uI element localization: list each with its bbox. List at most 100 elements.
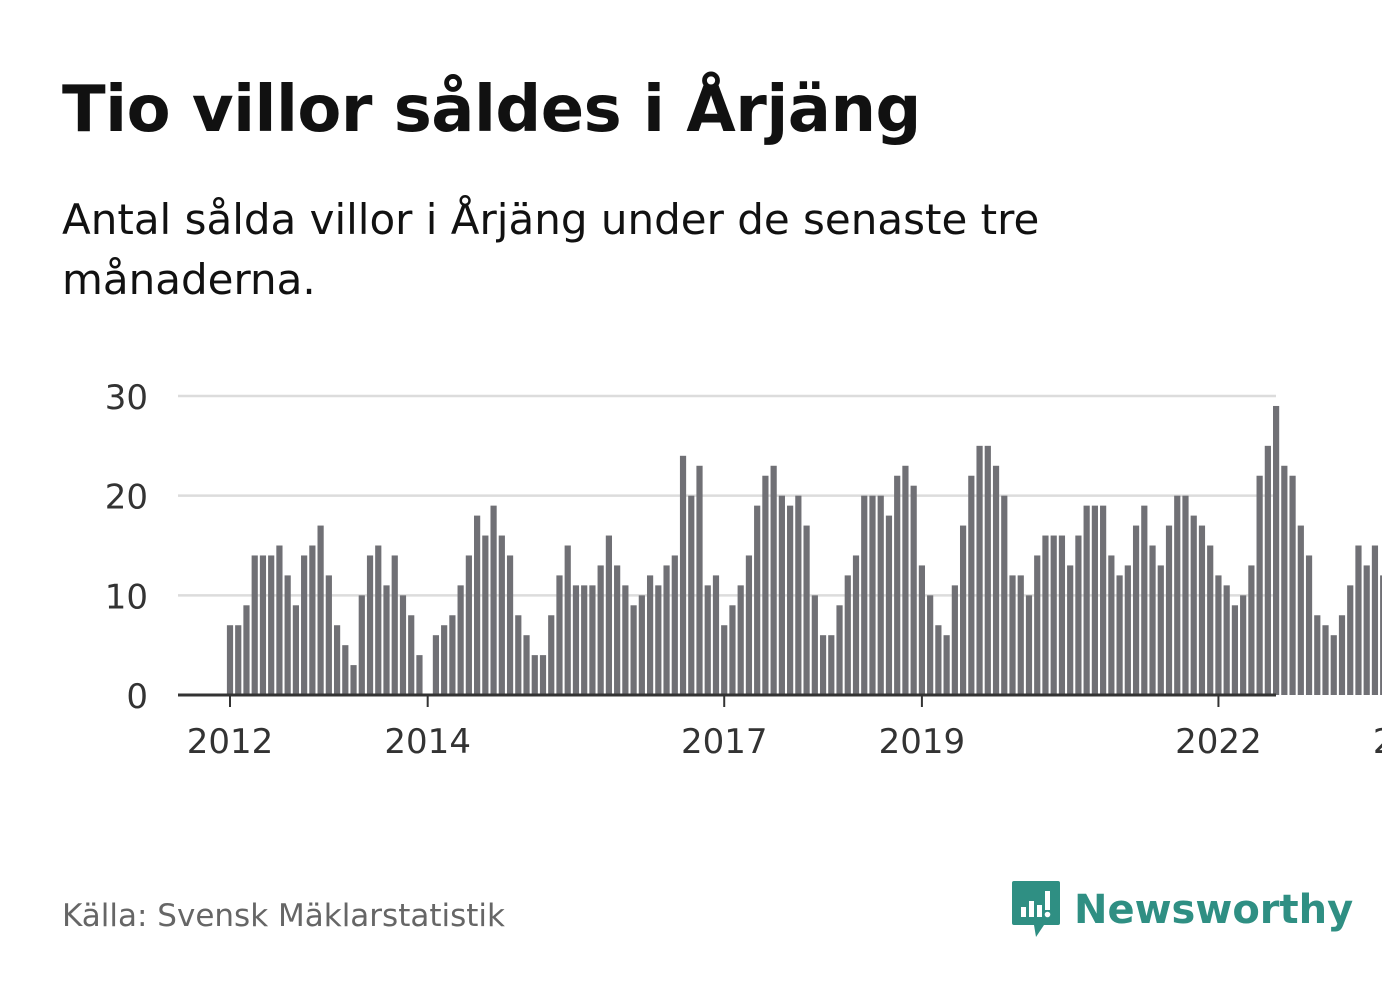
- x-tick-label: 2014: [384, 722, 471, 762]
- bar: [375, 545, 382, 695]
- bar: [259, 555, 267, 695]
- bar: [778, 495, 785, 695]
- bar: [1363, 565, 1370, 695]
- bar: [861, 495, 868, 695]
- bar: [441, 625, 448, 695]
- bar: [1231, 605, 1239, 695]
- bar: [638, 595, 645, 695]
- y-axis-ticks: 0 10 20 30: [105, 378, 148, 717]
- source-note: Källa: Svensk Mäklarstatistik: [62, 898, 505, 934]
- bar: [490, 505, 497, 695]
- bar: [309, 545, 316, 695]
- bar: [235, 625, 242, 695]
- bar: [1017, 575, 1024, 695]
- bar: [1157, 565, 1164, 695]
- bar: [1141, 505, 1148, 695]
- y-tick-label: 0: [126, 677, 148, 717]
- bar: [655, 585, 662, 695]
- bar: [803, 525, 810, 695]
- bar: [408, 615, 415, 695]
- bar: [1025, 595, 1033, 695]
- bar: [696, 465, 703, 695]
- bar: [762, 475, 769, 695]
- x-tick-label: 2022: [1175, 722, 1262, 762]
- bar: [1248, 565, 1255, 695]
- bar: [704, 585, 711, 695]
- bar: [1165, 525, 1173, 695]
- bar: [474, 515, 481, 695]
- bar: [935, 625, 942, 695]
- bar: [597, 565, 604, 695]
- bar: [992, 465, 1000, 695]
- bar: [465, 555, 472, 695]
- bar: [605, 535, 613, 695]
- bar: [877, 495, 884, 695]
- bar: [1001, 495, 1008, 695]
- bar: [556, 575, 563, 695]
- bar: [268, 555, 275, 695]
- newsworthy-logo[interactable]: Newsworthy: [1010, 878, 1353, 942]
- y-tick-label: 10: [105, 577, 148, 617]
- bar: [1347, 585, 1354, 695]
- x-tick-label: 2017: [681, 722, 768, 762]
- bar: [1091, 505, 1098, 695]
- bar: [811, 595, 818, 695]
- bar: [449, 615, 456, 695]
- bar: [1330, 635, 1337, 695]
- bar: [819, 635, 827, 695]
- bar: [614, 565, 621, 695]
- bar: [1355, 545, 1362, 695]
- bar: [968, 475, 975, 695]
- bar: [927, 595, 934, 695]
- bar: [902, 465, 909, 695]
- x-axis-ticks: 2012 2014 2017 2019 2022 2024: [187, 695, 1382, 762]
- bar: [1223, 585, 1230, 695]
- bar: [976, 445, 983, 695]
- bar: [1198, 525, 1206, 695]
- bar-chart-speech-bubble-icon: [1012, 881, 1060, 937]
- bar: [1009, 575, 1016, 695]
- bar: [836, 605, 843, 695]
- bars: [226, 405, 1382, 695]
- bar: [646, 575, 654, 695]
- x-tick-label: 2024: [1373, 722, 1382, 762]
- bar: [498, 535, 505, 695]
- bar: [729, 605, 736, 695]
- bar: [1067, 565, 1074, 695]
- bar: [1149, 545, 1156, 695]
- bar: [1289, 475, 1296, 695]
- bar: [852, 555, 860, 695]
- bar: [391, 555, 398, 695]
- brand-name: Newsworthy: [1074, 887, 1354, 933]
- bar: [399, 595, 407, 695]
- bar: [1100, 505, 1107, 695]
- bar: [1034, 555, 1041, 695]
- bar: [251, 555, 258, 695]
- bar: [531, 655, 538, 695]
- bar: [795, 495, 802, 695]
- chart-subtitle: Antal sålda villor i Årjäng under de sen…: [62, 195, 1040, 304]
- bar: [342, 645, 349, 695]
- bar: [737, 585, 744, 695]
- bar: [1124, 565, 1131, 695]
- bar: [1272, 405, 1280, 695]
- bar: [589, 585, 596, 695]
- bar: [539, 655, 547, 695]
- bar: [712, 575, 720, 695]
- bar: [918, 565, 926, 695]
- bar: [679, 455, 687, 695]
- bar: [910, 485, 917, 695]
- bar: [828, 635, 835, 695]
- bar: [951, 585, 958, 695]
- x-tick-label: 2012: [187, 722, 274, 762]
- bar: [787, 505, 794, 695]
- bar: [1256, 475, 1263, 695]
- bar-chart: 0 10 20 30 2012 2014 2017 2019 2022 2024 10: [105, 378, 1382, 762]
- bar: [325, 575, 332, 695]
- bar: [564, 545, 571, 695]
- bar: [506, 555, 514, 695]
- y-tick-label: 20: [105, 478, 148, 518]
- bar: [581, 585, 588, 695]
- bar: [1058, 535, 1066, 695]
- bar: [416, 655, 423, 695]
